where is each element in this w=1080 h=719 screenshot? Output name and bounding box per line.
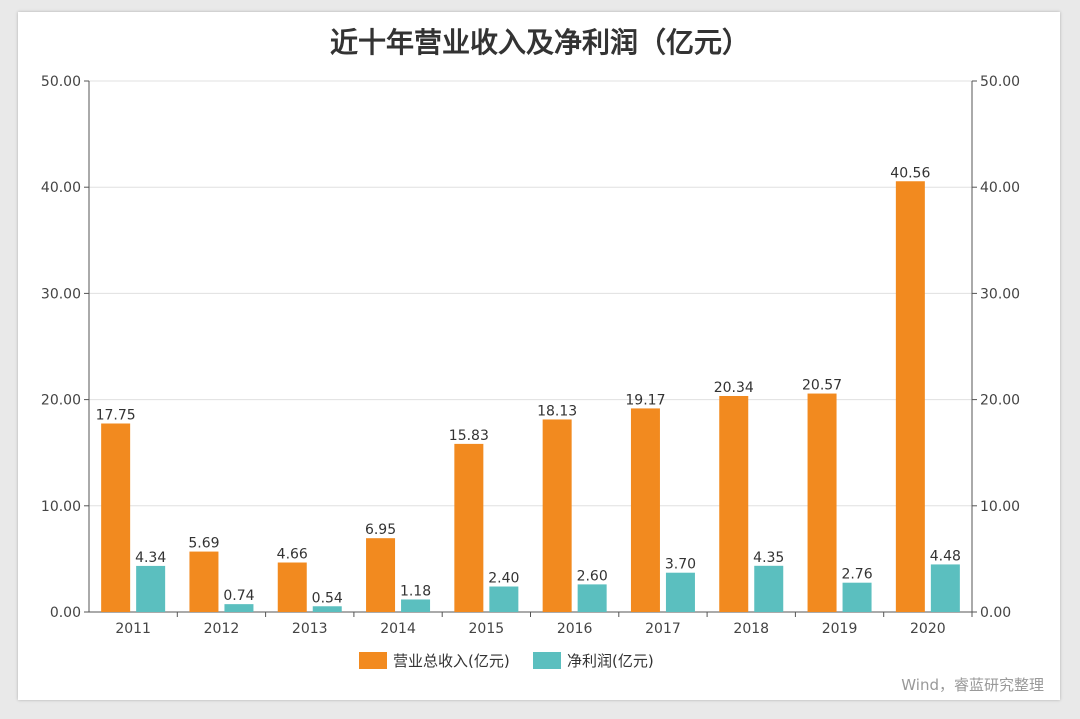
data-label-revenue: 19.17 (625, 392, 665, 408)
left-y-tick-label: 40.00 (41, 180, 81, 196)
data-label-net-profit: 4.48 (930, 548, 961, 564)
left-y-tick-label: 50.00 (41, 74, 81, 90)
data-label-net-profit: 3.70 (665, 557, 696, 573)
data-label-revenue: 18.13 (537, 403, 577, 419)
bar-net-profit (665, 572, 695, 612)
bar-net-profit (577, 584, 607, 612)
bar-revenue (454, 443, 484, 612)
bar-revenue (807, 393, 837, 612)
left-y-axis-ticks: 0.00 10.00 20.00 30.00 40.00 50.00 (41, 74, 89, 621)
legend-swatch-revenue (359, 652, 387, 669)
axes (88, 81, 973, 613)
bar-revenue (277, 562, 307, 612)
right-y-tick-label: 0.00 (980, 605, 1011, 621)
data-label-revenue: 17.75 (96, 407, 136, 423)
data-label-net-profit: 0.74 (223, 588, 254, 604)
data-label-revenue: 4.66 (277, 547, 308, 563)
bar-net-profit (489, 586, 519, 612)
right-y-tick-label: 30.00 (980, 286, 1020, 302)
legend: 营业总收入(亿元) 净利润(亿元) (359, 652, 654, 670)
left-y-tick-label: 30.00 (41, 286, 81, 302)
bar-revenue (189, 551, 219, 612)
right-y-tick-label: 40.00 (980, 180, 1020, 196)
right-y-tick-label: 50.00 (980, 74, 1020, 90)
data-label-revenue: 20.57 (802, 378, 842, 394)
source-note: Wind，睿蓝研究整理 (901, 676, 1044, 694)
right-y-tick-label: 10.00 (980, 499, 1020, 515)
x-tick-label: 2012 (204, 621, 240, 637)
x-tick-label: 2018 (733, 621, 769, 637)
bar-revenue (101, 423, 131, 612)
data-label-net-profit: 1.18 (400, 583, 431, 599)
x-tick-label: 2014 (380, 621, 416, 637)
bar-net-profit (401, 599, 431, 612)
bar-revenue (630, 408, 660, 612)
bar-revenue (719, 395, 749, 612)
bar-net-profit (842, 582, 872, 612)
legend-label-net-profit: 净利润(亿元) (567, 652, 654, 670)
data-label-revenue: 6.95 (365, 522, 396, 538)
chart-title: 近十年营业收入及净利润（亿元） (330, 26, 750, 59)
data-label-revenue: 20.34 (714, 380, 754, 396)
data-label-net-profit: 4.34 (135, 550, 166, 566)
bar-net-profit (930, 564, 960, 612)
x-tick-label: 2020 (910, 621, 946, 637)
grid-lines (89, 80, 972, 507)
bar-revenue (542, 419, 572, 612)
x-tick-label: 2011 (115, 621, 151, 637)
left-y-tick-label: 20.00 (41, 393, 81, 409)
data-label-net-profit: 4.35 (753, 550, 784, 566)
x-tick-label: 2013 (292, 621, 328, 637)
x-tick-label: 2019 (822, 621, 858, 637)
x-tick-label: 2015 (469, 621, 505, 637)
left-y-tick-label: 10.00 (41, 499, 81, 515)
data-label-revenue: 5.69 (188, 536, 219, 552)
data-label-net-profit: 2.40 (488, 571, 519, 587)
x-axis-ticks: 2011 2012 2013 2014 2015 2016 2017 2018 2019 2020 (115, 612, 973, 637)
bar-net-profit (136, 565, 166, 612)
data-label-net-profit: 0.54 (312, 590, 343, 606)
data-label-revenue: 40.56 (890, 165, 930, 181)
left-y-tick-label: 0.00 (50, 605, 81, 621)
data-label-net-profit: 2.76 (841, 567, 872, 583)
bar-net-profit (224, 604, 254, 612)
bar-net-profit (754, 565, 784, 612)
x-tick-label: 2016 (557, 621, 593, 637)
bar-net-profit (312, 606, 342, 612)
right-y-tick-label: 20.00 (980, 393, 1020, 409)
x-tick-label: 2017 (645, 621, 681, 637)
legend-swatch-net-profit (533, 652, 561, 669)
legend-label-revenue: 营业总收入(亿元) (393, 652, 510, 670)
right-y-axis-ticks: 0.00 10.00 20.00 30.00 40.00 50.00 (972, 74, 1020, 621)
bar-revenue (895, 181, 925, 612)
data-labels: 17.75 4.34 5.69 0.74 4.66 0.54 6.95 1.18 15.83 2.… (96, 165, 961, 606)
data-label-net-profit: 2.60 (577, 568, 608, 584)
bars (101, 181, 960, 612)
data-label-revenue: 15.83 (449, 428, 489, 444)
bar-revenue (366, 538, 396, 612)
